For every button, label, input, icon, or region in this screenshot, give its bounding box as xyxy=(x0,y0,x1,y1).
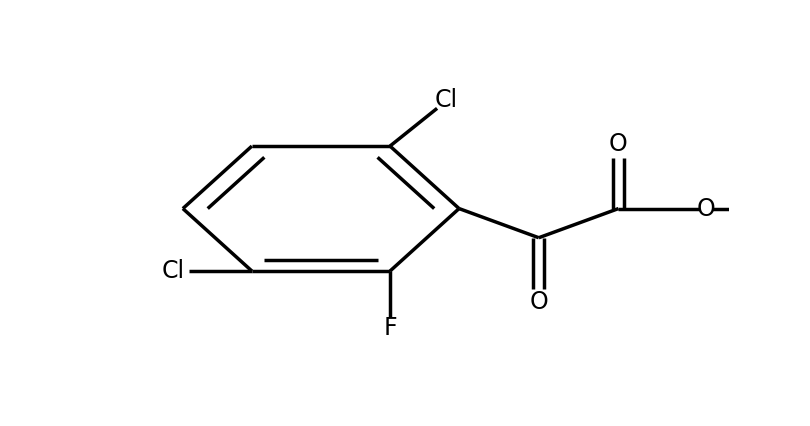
Text: O: O xyxy=(609,132,628,156)
Text: Cl: Cl xyxy=(162,259,185,283)
Text: Cl: Cl xyxy=(435,88,458,112)
Text: O: O xyxy=(530,291,548,314)
Text: O: O xyxy=(697,196,715,221)
Text: F: F xyxy=(383,317,397,340)
